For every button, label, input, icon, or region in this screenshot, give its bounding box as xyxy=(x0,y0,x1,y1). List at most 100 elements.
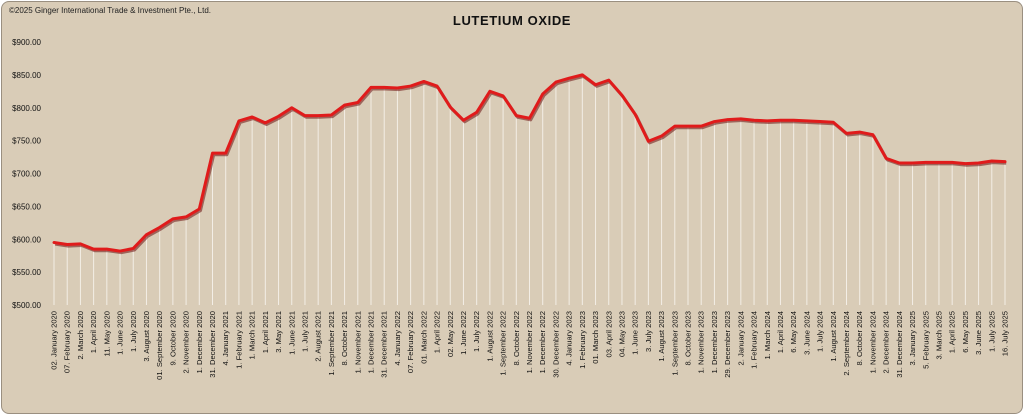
x-tick-label: 6. May 2024 xyxy=(789,311,798,353)
data-point xyxy=(567,76,571,80)
drop-lines xyxy=(53,74,1006,305)
data-point xyxy=(779,119,782,122)
x-tick-label: 2. March 2020 xyxy=(76,311,85,360)
data-point xyxy=(475,111,478,114)
x-tick-label: 1. June 2020 xyxy=(116,311,125,355)
data-point xyxy=(832,121,835,124)
data-point xyxy=(937,161,941,164)
x-tick-label: 1. February 2023 xyxy=(578,311,587,369)
data-point xyxy=(449,105,452,109)
data-point xyxy=(184,215,188,219)
data-point xyxy=(964,162,967,165)
data-point xyxy=(911,161,914,165)
y-axis-ticks: $500.00 $550.00 $600.00 $650.00 $700.00 $750.… xyxy=(12,38,41,310)
data-point xyxy=(145,233,148,236)
data-point xyxy=(264,121,267,125)
x-tick-label: 4. January 2022 xyxy=(393,311,402,365)
y-tick-label: $900.00 xyxy=(12,38,41,47)
data-point xyxy=(581,73,584,77)
x-tick-label: 1. February 2021 xyxy=(234,311,243,369)
x-tick-label: 02. January 2020 xyxy=(50,311,59,370)
data-point xyxy=(673,124,676,128)
x-tick-label: 1. November 2021 xyxy=(353,311,362,373)
data-point xyxy=(303,114,307,117)
copyright-text: ©2025 Ginger International Trade & Inves… xyxy=(9,6,212,15)
x-tick-label: 1. September 2023 xyxy=(670,311,679,376)
data-point xyxy=(211,151,214,155)
x-tick-label: 2. January 2024 xyxy=(736,311,745,365)
x-tick-label: 03. April 2023 xyxy=(604,311,613,357)
data-point xyxy=(594,83,597,86)
data-point xyxy=(316,114,320,117)
x-axis-ticks: 02. January 2020 07. February 2020 2. Marc… xyxy=(50,311,1010,380)
data-point xyxy=(924,161,927,164)
data-point xyxy=(409,84,412,88)
data-point xyxy=(171,217,175,221)
x-tick-label: 3. March 2025 xyxy=(934,311,943,360)
data-point xyxy=(884,157,888,160)
data-point xyxy=(726,118,729,121)
x-tick-label: 3. January 2025 xyxy=(908,311,917,365)
data-point xyxy=(633,113,637,116)
x-tick-label: 1. July 2022 xyxy=(472,311,481,352)
data-point xyxy=(118,249,122,253)
x-tick-label: 1. April 2025 xyxy=(948,311,957,353)
x-tick-label: 1. November 2023 xyxy=(697,311,706,373)
data-point xyxy=(990,159,993,163)
data-point xyxy=(92,247,95,251)
x-tick-label: 2. December 2024 xyxy=(882,311,891,373)
x-tick-label: 07. February 2020 xyxy=(63,311,72,373)
y-tick-label: $600.00 xyxy=(12,235,41,244)
y-tick-label: $550.00 xyxy=(12,268,41,277)
x-tick-label: 29. December 2023 xyxy=(723,311,732,378)
data-point xyxy=(462,119,465,122)
data-point xyxy=(237,119,241,123)
x-tick-label: 3. August 2020 xyxy=(142,311,151,362)
y-tick-label: $700.00 xyxy=(12,170,41,179)
data-point xyxy=(541,92,544,96)
x-tick-label: 01. September 2020 xyxy=(155,311,164,380)
x-tick-label: 31. December 2020 xyxy=(208,311,217,378)
data-point xyxy=(818,120,822,123)
x-tick-label: 1. February 2024 xyxy=(750,311,759,369)
data-point xyxy=(435,84,439,88)
x-tick-label: 1. August 2024 xyxy=(829,311,838,362)
x-tick-label: 1. July 2024 xyxy=(816,311,825,352)
x-tick-label: 1. April 2021 xyxy=(261,311,270,353)
x-tick-label: 1. June 2021 xyxy=(287,311,296,355)
data-point xyxy=(792,119,795,122)
x-tick-label: 4. January 2021 xyxy=(221,311,230,365)
x-tick-label: 1. June 2023 xyxy=(631,311,640,355)
data-point xyxy=(752,119,756,122)
series-line-shadow xyxy=(54,74,1007,255)
x-tick-label: 1. December 2023 xyxy=(710,311,719,373)
data-point xyxy=(422,80,426,83)
data-point xyxy=(105,247,109,251)
x-tick-label: 1. September 2021 xyxy=(327,311,336,376)
x-tick-label: 1. March 2024 xyxy=(763,311,772,360)
data-point xyxy=(607,78,610,82)
x-tick-label: 07. February 2022 xyxy=(406,311,415,373)
data-point xyxy=(224,151,227,155)
x-tick-label: 2. September 2024 xyxy=(842,311,851,376)
data-point xyxy=(950,161,954,164)
chart-title: LUTETIUM OXIDE xyxy=(452,13,572,28)
x-tick-label: 1. July 2025 xyxy=(987,311,996,352)
x-tick-label: 4. January 2023 xyxy=(565,311,574,365)
data-point xyxy=(977,161,980,165)
x-tick-label: 8. October 2022 xyxy=(512,311,521,365)
data-point xyxy=(713,120,716,123)
x-tick-label: 1. December 2022 xyxy=(538,311,547,373)
data-point xyxy=(290,106,293,109)
data-point xyxy=(79,242,82,246)
data-point xyxy=(660,134,663,138)
data-point xyxy=(686,124,690,128)
data-point xyxy=(132,247,135,250)
x-tick-label: 1. November 2022 xyxy=(525,311,534,373)
data-point xyxy=(739,117,743,121)
x-tick-label: 3. June 2025 xyxy=(974,311,983,355)
x-tick-label: 6. May 2025 xyxy=(961,311,970,353)
x-tick-label: 3. June 2024 xyxy=(802,311,811,355)
data-point xyxy=(343,103,346,107)
